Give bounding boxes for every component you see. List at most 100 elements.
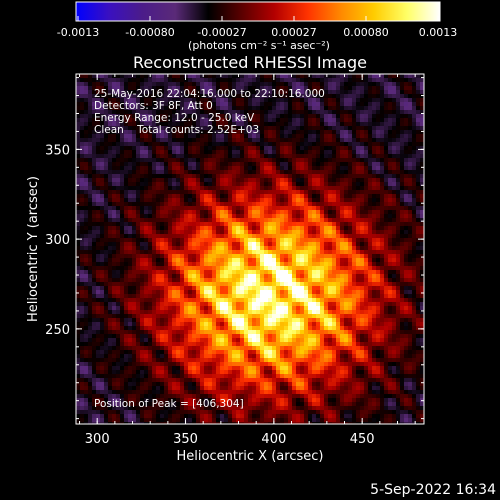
heatmap-cell bbox=[420, 254, 424, 259]
heatmap-cell bbox=[384, 186, 389, 191]
heatmap-cell bbox=[204, 150, 209, 155]
heatmap-cell bbox=[340, 298, 345, 303]
heatmap-cell bbox=[316, 162, 321, 167]
heatmap-cell bbox=[88, 238, 93, 243]
heatmap-cell bbox=[376, 246, 381, 251]
heatmap-cell bbox=[372, 178, 377, 183]
heatmap-cell bbox=[156, 226, 161, 231]
heatmap-cell bbox=[188, 222, 193, 227]
heatmap-cell bbox=[208, 182, 213, 187]
heatmap-cell bbox=[300, 154, 305, 159]
heatmap-cell bbox=[372, 282, 377, 287]
heatmap-cell bbox=[372, 158, 377, 163]
heatmap-cell bbox=[396, 154, 401, 159]
heatmap-cell bbox=[124, 130, 129, 135]
heatmap-cell bbox=[392, 86, 397, 91]
heatmap-cell bbox=[108, 266, 113, 271]
heatmap-cell bbox=[288, 218, 293, 223]
heatmap-cell bbox=[128, 138, 133, 143]
heatmap-cell bbox=[404, 242, 409, 247]
heatmap-cell bbox=[160, 178, 165, 183]
heatmap-cell bbox=[296, 138, 301, 143]
heatmap-cell bbox=[404, 198, 409, 203]
heatmap-cell bbox=[228, 206, 233, 211]
heatmap-cell bbox=[120, 146, 125, 151]
heatmap-cell bbox=[304, 294, 309, 299]
heatmap-cell bbox=[364, 222, 369, 227]
heatmap-cell bbox=[240, 198, 245, 203]
heatmap-cell bbox=[396, 214, 401, 219]
heatmap-cell bbox=[200, 154, 205, 159]
heatmap-cell bbox=[404, 162, 409, 167]
heatmap-cell bbox=[360, 238, 365, 243]
heatmap-cell bbox=[388, 266, 393, 271]
heatmap-cell bbox=[104, 122, 109, 127]
heatmap-cell bbox=[376, 234, 381, 239]
heatmap-cell bbox=[224, 222, 229, 227]
heatmap-cell bbox=[276, 210, 281, 215]
heatmap-cell bbox=[168, 250, 173, 255]
heatmap-cell bbox=[252, 142, 257, 147]
heatmap-cell bbox=[76, 138, 81, 143]
heatmap-cell bbox=[232, 238, 237, 243]
heatmap-cell bbox=[204, 210, 209, 215]
heatmap-cell bbox=[88, 182, 93, 187]
heatmap-cell bbox=[300, 78, 305, 83]
heatmap-cell bbox=[360, 286, 365, 291]
heatmap-cell bbox=[124, 218, 129, 223]
heatmap-cell bbox=[120, 258, 125, 263]
heatmap-cell bbox=[276, 202, 281, 207]
heatmap-cell bbox=[360, 178, 365, 183]
heatmap-cell bbox=[156, 174, 161, 179]
heatmap-cell bbox=[184, 122, 189, 127]
heatmap-cell bbox=[140, 230, 145, 235]
heatmap-cell bbox=[136, 266, 141, 271]
heatmap-cell bbox=[216, 150, 221, 155]
heatmap-cell bbox=[268, 78, 273, 83]
heatmap-cell bbox=[140, 286, 145, 291]
heatmap-cell bbox=[352, 226, 357, 231]
heatmap-cell bbox=[88, 302, 93, 307]
heatmap-cell bbox=[132, 266, 137, 271]
heatmap-cell bbox=[360, 214, 365, 219]
heatmap-cell bbox=[92, 254, 97, 259]
heatmap-cell bbox=[240, 282, 245, 287]
heatmap-cell bbox=[116, 90, 121, 95]
heatmap-cell bbox=[200, 106, 205, 111]
heatmap-cell bbox=[376, 102, 381, 107]
heatmap-cell bbox=[152, 234, 157, 239]
heatmap-cell bbox=[412, 82, 417, 87]
heatmap-cell bbox=[244, 114, 249, 119]
heatmap-cell bbox=[168, 174, 173, 179]
heatmap-cell bbox=[120, 290, 125, 295]
heatmap-cell bbox=[248, 142, 253, 147]
heatmap-cell bbox=[248, 82, 253, 87]
heatmap-cell bbox=[232, 222, 237, 227]
heatmap-cell bbox=[96, 242, 101, 247]
heatmap-cell bbox=[236, 186, 241, 191]
heatmap-cell bbox=[288, 262, 293, 267]
heatmap-cell bbox=[224, 250, 229, 255]
heatmap-cell bbox=[228, 278, 233, 283]
heatmap-cell bbox=[220, 138, 225, 143]
heatmap-cell bbox=[268, 118, 273, 123]
heatmap-cell bbox=[340, 274, 345, 279]
heatmap-cell bbox=[336, 158, 341, 163]
heatmap-cell bbox=[268, 294, 273, 299]
heatmap-cell bbox=[196, 182, 201, 187]
heatmap-cell bbox=[280, 146, 285, 151]
heatmap-cell bbox=[272, 286, 277, 291]
heatmap-cell bbox=[160, 190, 165, 195]
heatmap-cell bbox=[208, 294, 213, 299]
heatmap-cell bbox=[96, 250, 101, 255]
heatmap-cell bbox=[120, 278, 125, 283]
heatmap-cell bbox=[264, 262, 269, 267]
heatmap-cell bbox=[228, 178, 233, 183]
heatmap-cell bbox=[160, 142, 165, 147]
heatmap-cell bbox=[196, 230, 201, 235]
heatmap-cell bbox=[152, 150, 157, 155]
heatmap-cell bbox=[120, 286, 125, 291]
heatmap-cell bbox=[376, 238, 381, 243]
heatmap-cell bbox=[412, 298, 417, 303]
heatmap-cell bbox=[332, 78, 337, 83]
